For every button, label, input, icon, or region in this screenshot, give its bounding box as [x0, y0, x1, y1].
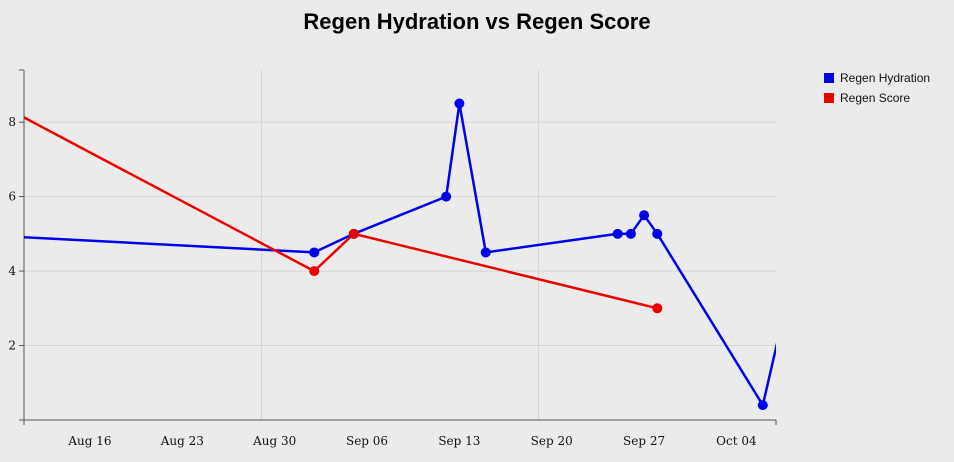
x-tick-label: Sep 20	[531, 434, 573, 448]
legend: Regen Hydration Regen Score	[824, 68, 930, 108]
legend-item: Regen Score	[824, 88, 930, 108]
legend-swatch	[824, 93, 834, 103]
legend-label: Regen Score	[840, 91, 911, 105]
y-tick-label: 2	[8, 339, 16, 353]
data-point	[480, 247, 491, 258]
legend-label: Regen Hydration	[840, 71, 931, 85]
legend-swatch	[824, 73, 834, 83]
data-point	[757, 400, 768, 411]
data-point	[309, 247, 320, 258]
data-point	[639, 210, 650, 221]
chart-title: Regen Hydration vs Regen Score	[303, 9, 651, 34]
y-tick-label: 8	[8, 115, 16, 129]
data-point	[348, 228, 359, 239]
x-tick-label: Aug 30	[252, 434, 296, 448]
y-tick-label: 6	[8, 190, 16, 204]
series-points	[309, 98, 768, 411]
legend-item: Regen Hydration	[824, 68, 930, 88]
x-tick-label: Sep 06	[346, 434, 388, 448]
x-tick-label: Aug 23	[160, 434, 204, 448]
data-point	[625, 228, 636, 239]
x-tick-label: Aug 16	[67, 434, 111, 448]
series-lines	[24, 102, 776, 407]
y-tick-label: 4	[8, 264, 16, 278]
data-point	[454, 98, 465, 109]
data-point	[652, 228, 663, 239]
series-line-regen-score	[24, 116, 658, 310]
axes: 2 4 6 8 Aug 16 Aug 23 Aug 30 Sep 06 Sep 13 Sep 20…	[8, 69, 777, 448]
x-tick-label: Sep 13	[438, 434, 480, 448]
data-point	[652, 303, 663, 314]
data-point	[612, 228, 623, 239]
data-point	[441, 191, 452, 202]
data-point	[309, 266, 320, 277]
series-line-regen-hydration	[24, 102, 776, 407]
x-tick-label: Oct 04	[716, 434, 757, 448]
x-tick-label: Sep 27	[623, 434, 665, 448]
